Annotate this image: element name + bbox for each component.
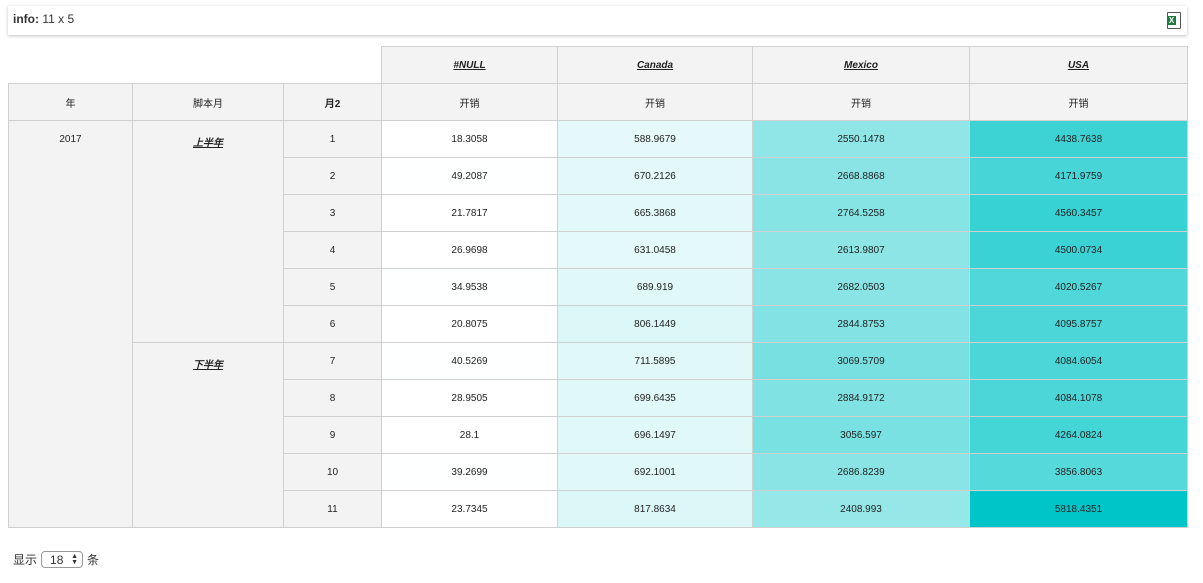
month-cell: 6 — [283, 305, 382, 343]
value-cell: 631.0458 — [557, 231, 753, 269]
value-cell: 5818.4351 — [969, 490, 1188, 528]
value-cell: 665.3868 — [557, 194, 753, 232]
unit-label: 条 — [87, 553, 100, 567]
month-cell: 4 — [283, 231, 382, 269]
col-header-canada[interactable]: Canada — [557, 46, 753, 84]
value-cell: 711.5895 — [557, 342, 753, 380]
row-header-month2: 月2 — [283, 83, 382, 121]
value-cell: 18.3058 — [381, 120, 558, 158]
value-cell: 696.1497 — [557, 416, 753, 454]
excel-export-icon[interactable]: X — [1167, 12, 1181, 29]
value-cell: 2408.993 — [752, 490, 970, 528]
row-header-year: 年 — [8, 83, 133, 121]
value-cell: 3069.5709 — [752, 342, 970, 380]
value-cell: 2668.8868 — [752, 157, 970, 195]
value-cell: 4095.8757 — [969, 305, 1188, 343]
col-header-usa[interactable]: USA — [969, 46, 1188, 84]
value-cell: 2686.8239 — [752, 453, 970, 491]
value-cell: 4020.5267 — [969, 268, 1188, 306]
value-cell: 699.6435 — [557, 379, 753, 417]
pivot-table: #NULL Canada Mexico USA 年 脚本月 月2 开销 开销 开… — [8, 46, 1188, 528]
month-cell: 11 — [283, 490, 382, 528]
table-row: 2 49.2087 670.2126 2668.8868 4171.9759 — [9, 157, 1188, 195]
month-cell: 5 — [283, 268, 382, 306]
value-cell: 4560.3457 — [969, 194, 1188, 232]
table-row: 6 20.8075 806.1449 2844.8753 4095.8757 — [9, 305, 1188, 343]
value-cell: 2764.5258 — [752, 194, 970, 232]
value-cell: 4084.6054 — [969, 342, 1188, 380]
value-cell: 4171.9759 — [969, 157, 1188, 195]
month-cell: 9 — [283, 416, 382, 454]
measure-header: 开销 — [557, 83, 753, 121]
value-cell: 4500.0734 — [969, 231, 1188, 269]
value-cell: 2844.8753 — [752, 305, 970, 343]
month-cell: 10 — [283, 453, 382, 491]
month-cell: 7 — [283, 342, 382, 380]
value-cell: 2613.9807 — [752, 231, 970, 269]
info-label: info: — [13, 12, 39, 26]
value-cell: 2682.0503 — [752, 268, 970, 306]
col-header-null[interactable]: #NULL — [381, 46, 558, 84]
value-cell: 21.7817 — [381, 194, 558, 232]
month-cell: 2 — [283, 157, 382, 195]
value-cell: 588.9679 — [557, 120, 753, 158]
value-cell: 23.7345 — [381, 490, 558, 528]
year-cell: 2017 — [8, 120, 133, 528]
updown-icon: ▲ ▼ — [71, 552, 79, 566]
month-cell: 8 — [283, 379, 382, 417]
value-cell: 817.8634 — [557, 490, 753, 528]
table-row: 5 34.9538 689.919 2682.0503 4020.5267 — [9, 268, 1188, 306]
value-cell: 40.5269 — [381, 342, 558, 380]
table-row: 8 28.9505 699.6435 2884.9172 4084.1078 — [9, 379, 1188, 417]
value-cell: 3056.597 — [752, 416, 970, 454]
month-cell: 3 — [283, 194, 382, 232]
measure-header: 开销 — [381, 83, 558, 121]
value-cell: 28.9505 — [381, 379, 558, 417]
value-cell: 670.2126 — [557, 157, 753, 195]
value-cell: 4084.1078 — [969, 379, 1188, 417]
col-header-mexico[interactable]: Mexico — [752, 46, 970, 84]
value-cell: 26.9698 — [381, 231, 558, 269]
value-cell: 4438.7638 — [969, 120, 1188, 158]
value-cell: 4264.0824 — [969, 416, 1188, 454]
value-cell: 806.1449 — [557, 305, 753, 343]
table-row: 4 26.9698 631.0458 2613.9807 4500.0734 — [9, 231, 1188, 269]
table-row: 下半年 7 40.5269 711.5895 3069.5709 4084.6054 — [9, 342, 1188, 528]
month-cell: 1 — [283, 120, 382, 158]
table-row: 3 21.7817 665.3868 2764.5258 4560.3457 — [9, 194, 1188, 232]
half-year-cell[interactable]: 下半年 — [132, 342, 284, 528]
page-size-select[interactable]: 18 ▲ ▼ — [41, 551, 84, 568]
info-value: 11 x 5 — [42, 12, 75, 26]
pagination-footer: 显示 18 ▲ ▼ 条 — [13, 551, 99, 568]
info-bar: info: 11 x 5 X — [8, 6, 1187, 35]
value-cell: 28.1 — [381, 416, 558, 454]
measure-header: 开销 — [969, 83, 1188, 121]
value-cell: 3856.8063 — [969, 453, 1188, 491]
value-cell: 34.9538 — [381, 268, 558, 306]
value-cell: 20.8075 — [381, 305, 558, 343]
value-cell: 49.2087 — [381, 157, 558, 195]
measure-header: 开销 — [752, 83, 970, 121]
table-row: 2017 上半年 1 18.3058 588.9679 2550.1478 4438.763… — [8, 120, 1188, 528]
table-row: 9 28.1 696.1497 3056.597 4264.0824 — [9, 416, 1188, 454]
show-label: 显示 — [13, 553, 38, 567]
value-cell: 689.919 — [557, 268, 753, 306]
value-cell: 39.2699 — [381, 453, 558, 491]
value-cell: 692.1001 — [557, 453, 753, 491]
table-row: 11 23.7345 817.8634 2408.993 5818.4351 — [9, 490, 1188, 528]
value-cell: 2550.1478 — [752, 120, 970, 158]
half-year-cell[interactable]: 上半年 — [132, 120, 284, 343]
value-cell: 2884.9172 — [752, 379, 970, 417]
row-header-script-month: 脚本月 — [132, 83, 284, 121]
